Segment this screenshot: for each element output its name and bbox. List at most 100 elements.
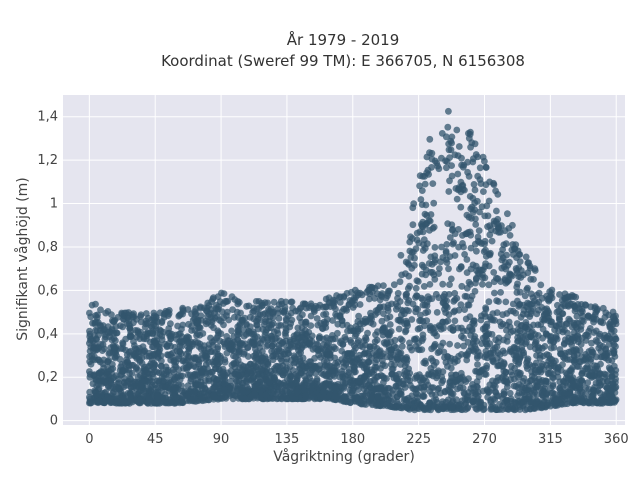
- data-point: [379, 361, 387, 368]
- data-point: [480, 405, 488, 413]
- data-point: [397, 251, 405, 259]
- data-point: [571, 307, 579, 315]
- data-point: [468, 325, 476, 333]
- data-point: [569, 393, 576, 401]
- data-point: [426, 135, 434, 143]
- data-point: [476, 208, 483, 216]
- data-point: [445, 265, 452, 273]
- data-point: [243, 320, 250, 328]
- data-point: [419, 331, 427, 339]
- data-point: [564, 296, 572, 304]
- data-point: [537, 321, 545, 328]
- data-point: [419, 173, 427, 180]
- data-point: [331, 393, 338, 400]
- data-point: [418, 346, 426, 353]
- data-point: [458, 154, 465, 162]
- data-point: [512, 357, 519, 365]
- data-point: [597, 347, 605, 355]
- data-point: [502, 265, 510, 273]
- data-point: [532, 339, 539, 346]
- data-point: [184, 306, 192, 313]
- data-point: [493, 309, 501, 316]
- data-point: [612, 312, 619, 320]
- data-point: [333, 292, 340, 299]
- data-point: [422, 222, 429, 229]
- data-point: [482, 371, 490, 378]
- data-point: [256, 316, 264, 324]
- data-point: [343, 306, 351, 314]
- data-point: [518, 267, 525, 274]
- data-point: [433, 374, 440, 382]
- data-point: [592, 327, 600, 335]
- data-point: [573, 313, 581, 320]
- data-point: [320, 388, 328, 396]
- data-point: [316, 333, 323, 340]
- data-point: [503, 378, 511, 386]
- data-point: [413, 404, 421, 412]
- x-tick-label: 315: [538, 432, 563, 447]
- data-point: [405, 365, 412, 373]
- data-point: [394, 289, 402, 297]
- data-point: [404, 299, 412, 307]
- data-point: [490, 220, 498, 228]
- data-point: [599, 396, 607, 403]
- data-point: [427, 365, 435, 372]
- data-point: [277, 380, 285, 388]
- data-point: [200, 342, 208, 350]
- data-point: [416, 324, 424, 332]
- data-point: [270, 341, 278, 348]
- data-point: [395, 325, 403, 333]
- data-point: [212, 365, 219, 373]
- data-point: [350, 384, 358, 392]
- y-tick-label: 1: [50, 197, 58, 212]
- data-point: [600, 334, 608, 342]
- data-point: [240, 326, 248, 334]
- data-point: [179, 392, 186, 400]
- data-point: [464, 168, 471, 176]
- data-point: [88, 301, 96, 309]
- data-point: [484, 212, 492, 220]
- data-point: [593, 353, 600, 361]
- data-point: [137, 382, 145, 390]
- data-point: [174, 322, 182, 330]
- data-point: [412, 284, 420, 292]
- data-point: [386, 385, 393, 392]
- data-point: [445, 140, 452, 148]
- data-point: [125, 348, 133, 356]
- data-point: [163, 343, 171, 351]
- data-point: [469, 319, 477, 327]
- data-point: [461, 306, 468, 313]
- data-point: [264, 360, 271, 368]
- data-point: [500, 388, 508, 396]
- data-point: [273, 395, 281, 403]
- data-point: [563, 370, 571, 378]
- data-point: [119, 339, 126, 347]
- data-point: [547, 318, 555, 325]
- data-point: [482, 328, 489, 336]
- data-point: [190, 394, 198, 402]
- data-point: [594, 365, 601, 373]
- data-point: [513, 283, 521, 291]
- data-point: [387, 353, 394, 361]
- data-point: [441, 354, 448, 361]
- data-point: [478, 203, 486, 211]
- data-point: [440, 324, 447, 332]
- data-point: [450, 239, 457, 247]
- data-point: [397, 335, 404, 343]
- data-point: [380, 402, 387, 409]
- data-point: [406, 247, 414, 255]
- data-point: [344, 327, 351, 335]
- data-point: [374, 306, 382, 313]
- data-point: [596, 371, 603, 378]
- data-point: [292, 371, 300, 378]
- data-point: [476, 164, 484, 172]
- data-point: [522, 253, 530, 261]
- data-point: [278, 395, 286, 403]
- data-point: [419, 392, 427, 400]
- data-point: [556, 291, 563, 298]
- data-point: [435, 294, 443, 302]
- data-point: [286, 381, 294, 389]
- data-point: [403, 290, 410, 298]
- data-point: [506, 389, 514, 397]
- data-point: [110, 317, 118, 325]
